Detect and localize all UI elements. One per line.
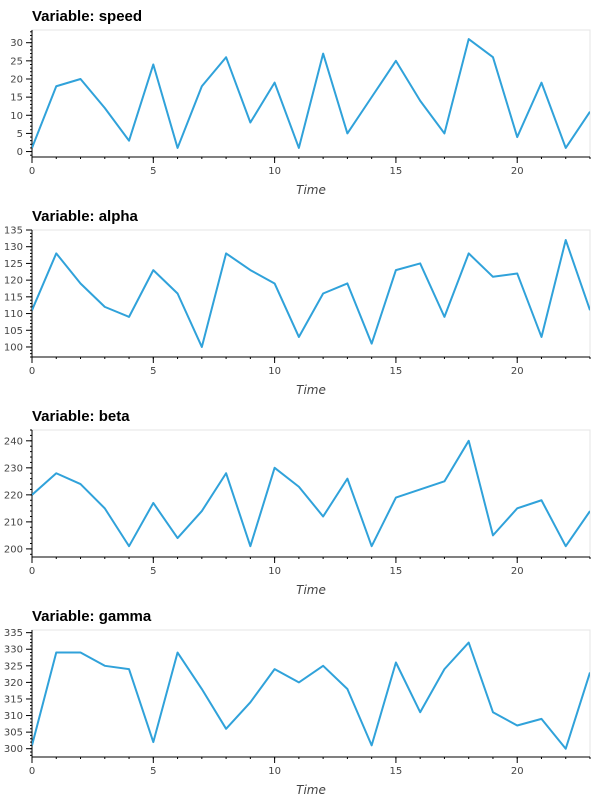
line-plot: 0 5 10 15 20 25 30 0 5 10 15 20 Time bbox=[10, 29, 591, 197]
y-tick-label: 115 bbox=[4, 292, 23, 303]
x-tick-label: 0 bbox=[29, 766, 35, 777]
x-tick-label: 0 bbox=[29, 166, 35, 177]
series-line bbox=[32, 38, 590, 149]
x-tick-label: 20 bbox=[511, 166, 524, 177]
x-tick-label: 10 bbox=[268, 166, 281, 177]
y-tick-label: 100 bbox=[4, 342, 23, 353]
line-plot: 200 210 220 230 240 0 5 10 15 20 Time bbox=[4, 429, 591, 597]
y-tick-label: 310 bbox=[4, 711, 23, 722]
y-tick-label: 230 bbox=[4, 463, 23, 474]
x-tick-label: 20 bbox=[511, 766, 524, 777]
chart-title: Variable: gamma bbox=[32, 608, 152, 625]
x-axis-label: Time bbox=[296, 583, 326, 597]
y-tick-label: 120 bbox=[4, 276, 23, 287]
y-tick-label: 315 bbox=[4, 694, 23, 705]
plot-frame bbox=[31, 429, 591, 558]
x-tick-label: 20 bbox=[511, 366, 524, 377]
y-tick-label: 20 bbox=[10, 74, 23, 85]
y-tick-label: 335 bbox=[4, 628, 23, 639]
series-line bbox=[32, 239, 590, 348]
y-tick-label: 305 bbox=[4, 728, 23, 739]
y-tick-label: 125 bbox=[4, 259, 23, 270]
x-tick-label: 0 bbox=[29, 366, 35, 377]
x-tick-label: 0 bbox=[29, 566, 35, 577]
x-axis-label: Time bbox=[296, 183, 326, 197]
x-tick-label: 5 bbox=[150, 166, 156, 177]
y-tick-label: 330 bbox=[4, 645, 23, 656]
y-tick-label: 325 bbox=[4, 661, 23, 672]
y-tick-label: 30 bbox=[10, 38, 23, 49]
y-tick-label: 220 bbox=[4, 490, 23, 501]
y-tick-label: 25 bbox=[10, 56, 23, 67]
plot-frame bbox=[31, 629, 591, 758]
y-tick-label: 130 bbox=[4, 242, 23, 253]
y-tick-label: 10 bbox=[10, 111, 23, 122]
chart-panel: Variable: gamma 300 305 310 315 320 325 330 335 0… bbox=[0, 600, 600, 800]
chart-title: Variable: beta bbox=[32, 408, 130, 425]
y-tick-label: 320 bbox=[4, 678, 23, 689]
chart-panel: Variable: alpha 100 105 110 115 120 125 130 135 0… bbox=[0, 200, 600, 400]
x-tick-label: 15 bbox=[390, 166, 403, 177]
x-tick-label: 15 bbox=[390, 366, 403, 377]
y-tick-label: 15 bbox=[10, 93, 23, 104]
line-plot: 300 305 310 315 320 325 330 335 0 5 10 15 20 Time bbox=[4, 628, 591, 797]
x-axis-label: Time bbox=[296, 783, 326, 797]
x-tick-label: 20 bbox=[511, 566, 524, 577]
x-tick-label: 10 bbox=[268, 366, 281, 377]
x-tick-label: 15 bbox=[390, 566, 403, 577]
y-tick-label: 200 bbox=[4, 544, 23, 555]
chart-title: Variable: speed bbox=[32, 8, 143, 25]
y-tick-label: 300 bbox=[4, 744, 23, 755]
x-tick-label: 5 bbox=[150, 766, 156, 777]
x-tick-label: 10 bbox=[268, 566, 281, 577]
y-tick-label: 0 bbox=[17, 147, 23, 158]
y-tick-label: 105 bbox=[4, 326, 23, 337]
series-line bbox=[32, 641, 590, 750]
y-tick-label: 135 bbox=[4, 226, 23, 237]
x-tick-label: 5 bbox=[150, 366, 156, 377]
line-plot: 100 105 110 115 120 125 130 135 0 5 10 15 20 Time bbox=[4, 226, 591, 397]
series-line bbox=[32, 439, 590, 548]
x-tick-label: 15 bbox=[390, 766, 403, 777]
chart-panel: Variable: speed 0 5 10 15 20 25 30 0 5 10 15 20 Time bbox=[0, 0, 600, 200]
x-tick-label: 5 bbox=[150, 566, 156, 577]
plot-frame bbox=[31, 29, 591, 158]
x-tick-label: 10 bbox=[268, 766, 281, 777]
x-axis-label: Time bbox=[296, 383, 326, 397]
chart-title: Variable: alpha bbox=[32, 208, 138, 225]
y-tick-label: 110 bbox=[4, 309, 23, 320]
plot-frame bbox=[31, 229, 591, 358]
y-tick-label: 5 bbox=[17, 129, 23, 140]
y-tick-label: 240 bbox=[4, 436, 23, 447]
y-tick-label: 210 bbox=[4, 517, 23, 528]
chart-panel: Variable: beta 200 210 220 230 240 0 5 10 15 20 Tim… bbox=[0, 400, 600, 600]
